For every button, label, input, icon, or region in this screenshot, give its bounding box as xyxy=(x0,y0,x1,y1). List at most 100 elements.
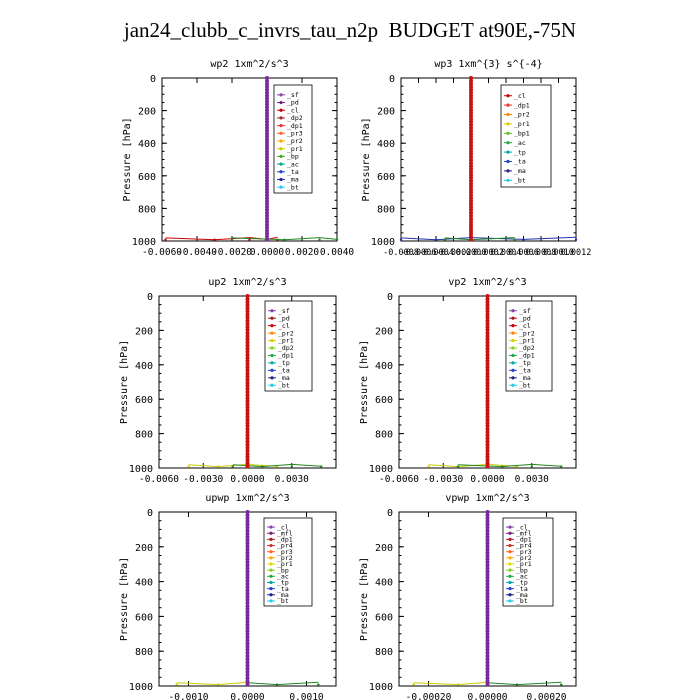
legend-label: _pd xyxy=(287,99,299,107)
profile-marker xyxy=(245,553,250,558)
profile-marker xyxy=(485,660,490,665)
legend-marker xyxy=(269,593,273,597)
legend-marker xyxy=(506,112,510,117)
profile-marker xyxy=(245,622,250,627)
profile-marker xyxy=(265,196,269,201)
profile-marker xyxy=(485,610,490,615)
profile-marker xyxy=(265,228,269,233)
y-tick-label: 600 xyxy=(138,172,156,183)
profile-marker xyxy=(245,535,250,540)
profile-marker xyxy=(485,531,490,536)
profile-marker xyxy=(265,105,269,110)
profile-marker xyxy=(485,638,490,643)
profile-marker xyxy=(469,122,473,127)
legend-marker xyxy=(508,587,512,591)
legend-label: _cl xyxy=(277,523,289,531)
profile-marker xyxy=(265,128,269,133)
profile-marker xyxy=(469,237,473,242)
profile-marker xyxy=(245,402,250,407)
chart-title: vp2 1xm^2/s^3 xyxy=(448,277,526,288)
series-marker xyxy=(216,683,220,686)
profile-marker xyxy=(245,352,250,357)
profile-marker xyxy=(245,300,250,305)
legend-marker xyxy=(270,309,274,313)
profile-marker xyxy=(485,436,490,441)
profile-marker xyxy=(245,454,250,459)
profile-marker xyxy=(245,312,250,317)
profile-marker xyxy=(265,213,269,218)
legend-label: _bp xyxy=(287,153,299,161)
profile-marker xyxy=(485,563,490,568)
profile-marker xyxy=(265,114,269,119)
profile-marker xyxy=(245,556,250,561)
legend-marker xyxy=(269,574,273,578)
profile-marker xyxy=(485,424,490,429)
profile-marker xyxy=(485,582,490,587)
x-tick-label: -0.0002 xyxy=(436,248,472,258)
legend-marker xyxy=(269,580,273,585)
profile-marker xyxy=(245,591,250,596)
profile-marker xyxy=(469,155,473,160)
x-tick-label: -0.0040 xyxy=(177,247,217,258)
profile-marker xyxy=(485,328,490,333)
profile-marker xyxy=(485,380,490,385)
chart-panel: upwp 1xm^2/s^3 Pressure [hPa] 0 200 400 600 80… xyxy=(119,493,337,700)
series-marker xyxy=(318,238,321,241)
profile-marker xyxy=(265,237,269,242)
legend-label: _ac xyxy=(277,573,289,581)
profile-marker xyxy=(245,666,250,671)
profile-marker xyxy=(469,140,473,145)
series-marker xyxy=(412,683,415,686)
near-surface-series xyxy=(165,236,278,241)
y-tick-label: 1000 xyxy=(129,682,153,693)
series-marker xyxy=(434,238,438,241)
profile-marker xyxy=(485,541,490,546)
profile-marker xyxy=(245,424,250,429)
profile-marker xyxy=(485,666,490,671)
profile-marker xyxy=(245,383,250,388)
profile-marker xyxy=(485,389,490,394)
profile-marker xyxy=(245,575,250,580)
profile-marker xyxy=(469,187,473,192)
legend-marker xyxy=(279,124,283,128)
legend-label: _ac xyxy=(287,160,299,168)
profile-marker xyxy=(245,625,250,630)
profile-marker xyxy=(485,603,490,608)
profile-marker xyxy=(469,99,473,104)
legend-label: _sf xyxy=(287,91,299,99)
x-tick-label: 0.0004 xyxy=(491,248,522,258)
profile-marker xyxy=(469,87,473,92)
profile-marker xyxy=(469,93,473,98)
y-tick-label: 200 xyxy=(135,543,153,554)
profile-marker xyxy=(265,187,269,192)
profile-marker xyxy=(469,114,473,119)
profile-marker xyxy=(245,315,250,320)
y-axis-label: Pressure [hPa] xyxy=(359,557,370,641)
profile-marker xyxy=(485,644,490,649)
near-surface-series xyxy=(413,681,488,686)
profile-marker xyxy=(469,196,473,201)
profile-marker xyxy=(485,669,490,674)
profile-marker xyxy=(245,294,250,298)
series-marker xyxy=(456,465,460,468)
profile-marker xyxy=(265,87,269,92)
y-tick-label: 200 xyxy=(377,107,395,118)
x-tick-label: 0.0012 xyxy=(561,248,592,258)
y-tick-label: 0 xyxy=(147,292,153,303)
profile-marker xyxy=(485,458,490,463)
legend-label: _pr2 xyxy=(277,554,293,562)
legend-marker xyxy=(279,100,283,105)
y-tick-label: 1000 xyxy=(129,464,153,475)
legend-marker xyxy=(270,331,274,335)
profile-marker xyxy=(245,613,250,618)
profile-marker xyxy=(245,420,250,425)
x-tick-label: 0.0030 xyxy=(515,474,550,485)
profile-marker xyxy=(245,377,250,382)
profile-marker xyxy=(485,439,490,444)
page-title: jan24_clubb_c_invrs_tau_n2p BUDGET at90E… xyxy=(123,18,577,42)
profile-marker xyxy=(485,588,490,593)
profile-marker xyxy=(265,158,269,163)
chart-panel: wp3 1xm^{3} s^{-4} Pressure [hPa] 0 200 400 6… xyxy=(361,59,591,258)
profile-marker xyxy=(265,205,269,210)
